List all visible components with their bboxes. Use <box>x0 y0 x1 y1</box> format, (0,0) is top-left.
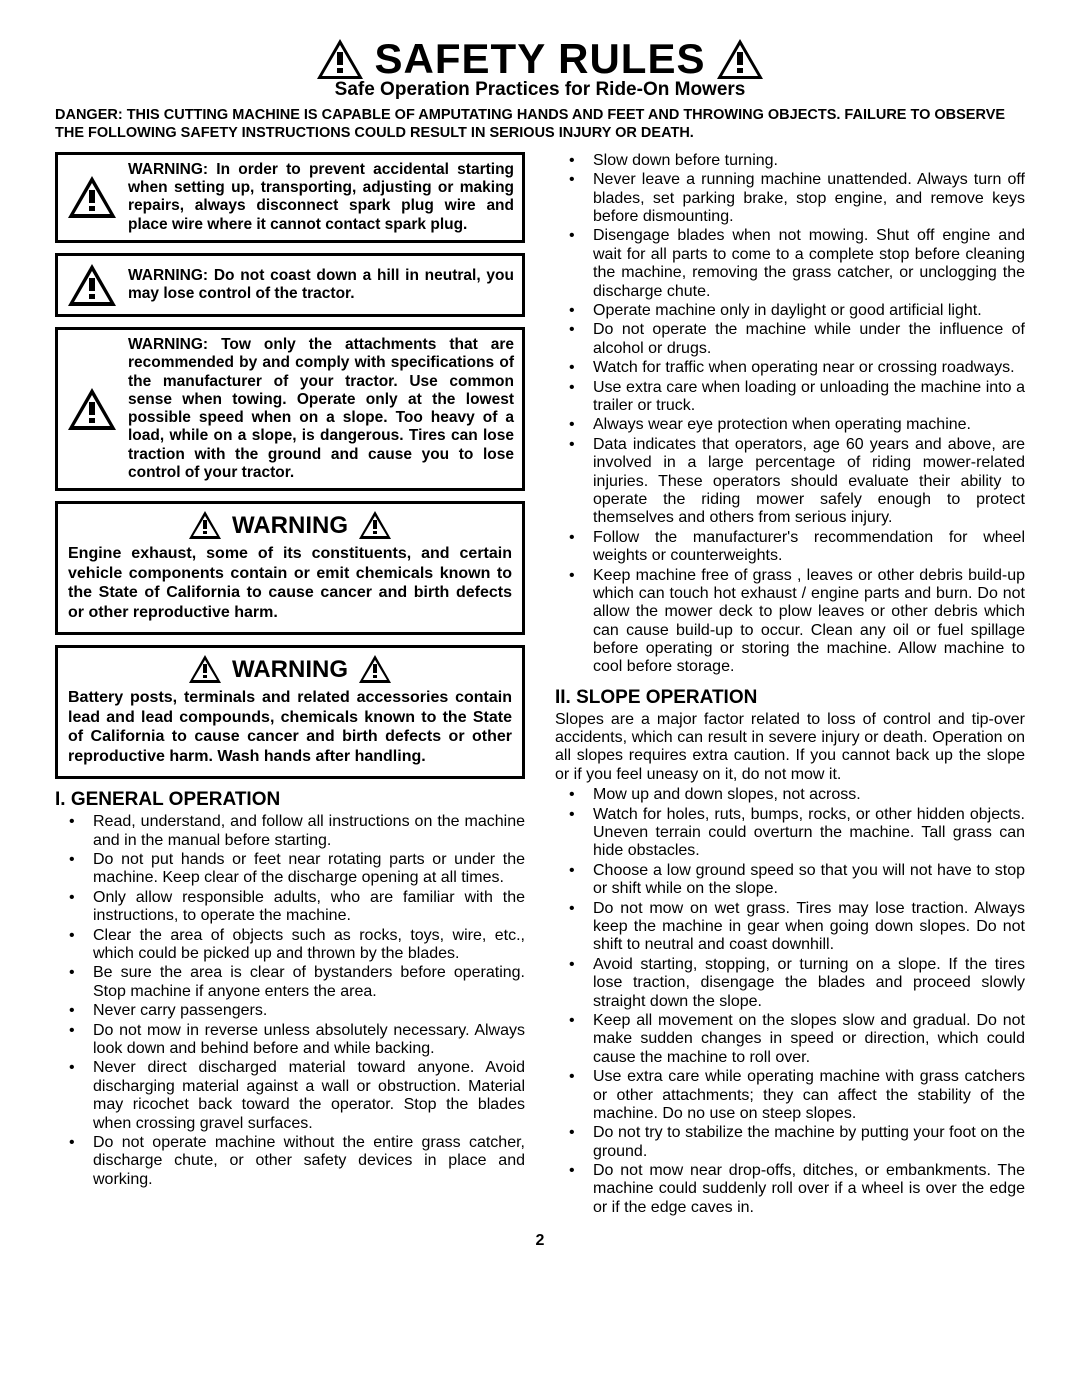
list-item: Disengage blades when not mowing. Shut o… <box>555 227 1025 301</box>
list-item: Be sure the area is clear of bystanders … <box>55 964 525 1001</box>
warning-box-2: WARNING: Do not coast down a hill in neu… <box>55 253 525 317</box>
warning-icon <box>188 654 222 684</box>
columns: WARNING: In order to prevent accidental … <box>55 152 1025 1218</box>
california-warning-1: WARNING Engine exhaust, some of its cons… <box>55 501 525 635</box>
list-item: Do not put hands or feet near rotating p… <box>55 851 525 888</box>
list-item: Avoid starting, stopping, or turning on … <box>555 956 1025 1011</box>
california-warning-2: WARNING Battery posts, terminals and rel… <box>55 645 525 779</box>
list-item: Mow up and down slopes, not across. <box>555 786 1025 804</box>
warning-box-3: WARNING: Tow only the attachments that a… <box>55 327 525 491</box>
warning-box-1: WARNING: In order to prevent accidental … <box>55 152 525 243</box>
section-1-heading: I. GENERAL OPERATION <box>55 789 525 811</box>
list-item: Only allow responsible adults, who are f… <box>55 889 525 926</box>
list-item: Never carry passengers. <box>55 1002 525 1020</box>
warning-word: WARNING <box>232 512 348 540</box>
warning-icon <box>358 510 392 540</box>
list-item: Choose a low ground speed so that you wi… <box>555 862 1025 899</box>
warning-heading: WARNING <box>68 510 512 540</box>
left-column: WARNING: In order to prevent accidental … <box>55 152 525 1218</box>
list-item: Clear the area of objects such as rocks,… <box>55 927 525 964</box>
list-item: Do not mow in reverse unless absolutely … <box>55 1022 525 1059</box>
list-item: Use extra care while operating machine w… <box>555 1068 1025 1123</box>
list-item: Keep all movement on the slopes slow and… <box>555 1012 1025 1067</box>
page-number: 2 <box>55 1232 1025 1250</box>
list-item: Do not operate the machine while under t… <box>555 321 1025 358</box>
main-title: SAFETY RULES <box>375 35 706 83</box>
warning-icon <box>66 174 118 220</box>
california-warning-1-text: Engine exhaust, some of its constituents… <box>68 544 512 622</box>
warning-icon <box>358 654 392 684</box>
header: SAFETY RULES Safe Operation Practices fo… <box>55 35 1025 101</box>
list-item: Operate machine only in daylight or good… <box>555 302 1025 320</box>
warning-word: WARNING <box>232 656 348 684</box>
warning-icon <box>715 37 765 81</box>
warning-heading: WARNING <box>68 654 512 684</box>
list-item: Keep machine free of grass , leaves or o… <box>555 567 1025 677</box>
list-item: Do not mow near drop-offs, ditches, or e… <box>555 1162 1025 1217</box>
danger-text: DANGER: THIS CUTTING MACHINE IS CAPABLE … <box>55 107 1025 142</box>
warning-icon <box>315 37 365 81</box>
list-item: Do not try to stabilize the machine by p… <box>555 1124 1025 1161</box>
list-item: Never leave a running machine unattended… <box>555 171 1025 226</box>
title-row: SAFETY RULES <box>55 35 1025 83</box>
warning-icon <box>66 386 118 432</box>
section-2-heading: II. SLOPE OPERATION <box>555 687 1025 709</box>
slope-intro: Slopes are a major factor related to los… <box>555 711 1025 785</box>
list-item: Follow the manufacturer's recommendation… <box>555 529 1025 566</box>
list-item: Watch for traffic when operating near or… <box>555 359 1025 377</box>
warning-icon <box>188 510 222 540</box>
list-item: Always wear eye protection when operatin… <box>555 416 1025 434</box>
list-item: Do not mow on wet grass. Tires may lose … <box>555 900 1025 955</box>
subtitle: Safe Operation Practices for Ride-On Mow… <box>55 79 1025 101</box>
warning-box-3-text: WARNING: Tow only the attachments that a… <box>128 336 514 482</box>
right-column: Slow down before turning.Never leave a r… <box>555 152 1025 1218</box>
list-item: Never direct discharged material toward … <box>55 1059 525 1133</box>
warning-box-2-text: WARNING: Do not coast down a hill in neu… <box>128 267 514 304</box>
list-item: Watch for holes, ruts, bumps, rocks, or … <box>555 806 1025 861</box>
list-item: Data indicates that operators, age 60 ye… <box>555 436 1025 528</box>
slope-operation-list: Mow up and down slopes, not across. Watch… <box>555 786 1025 1217</box>
general-operation-list: Read, understand, and follow all instruc… <box>55 813 525 1189</box>
warning-icon <box>66 262 118 308</box>
warning-box-1-text: WARNING: In order to prevent accidental … <box>128 161 514 234</box>
california-warning-2-text: Battery posts, terminals and related acc… <box>68 688 512 766</box>
general-operation-list-cont: Slow down before turning.Never leave a r… <box>555 152 1025 677</box>
list-item: Slow down before turning. <box>555 152 1025 170</box>
list-item: Do not operate machine without the entir… <box>55 1134 525 1189</box>
list-item: Use extra care when loading or unloading… <box>555 379 1025 416</box>
list-item: Read, understand, and follow all instruc… <box>55 813 525 850</box>
